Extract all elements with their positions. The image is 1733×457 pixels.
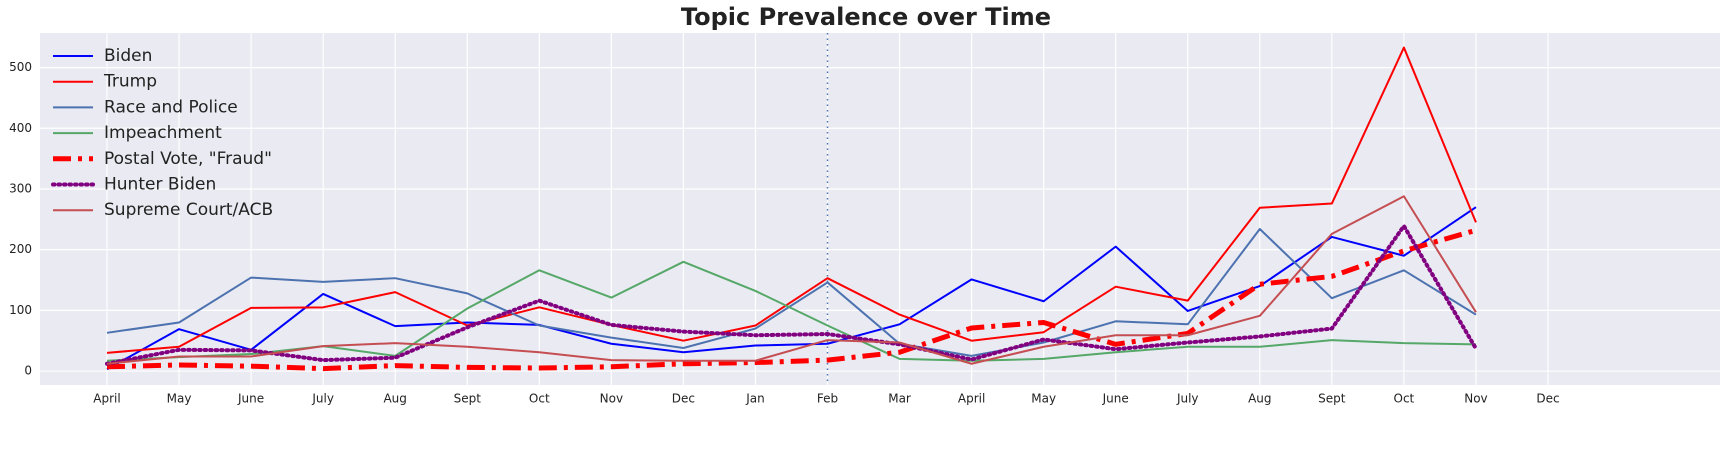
- series-line: [106, 260, 1476, 362]
- x-tick-label: Dec: [672, 392, 695, 406]
- legend-label: Postal Vote, "Fraud": [104, 149, 272, 169]
- y-tick-label: 0: [24, 364, 32, 378]
- x-tick-label: July: [311, 392, 334, 406]
- y-tick-label: 200: [9, 242, 32, 256]
- x-tick-label: Oct: [529, 392, 550, 406]
- legend-label: Trump: [103, 72, 157, 92]
- y-tick-label: 400: [9, 121, 32, 135]
- series-line: [106, 195, 1477, 365]
- chart-title: Topic Prevalence over Time: [681, 3, 1051, 31]
- y-tick-label: 100: [9, 303, 32, 317]
- x-tick-label: Nov: [600, 392, 623, 406]
- x-tick-label: June: [1102, 392, 1129, 406]
- series-line: [105, 223, 1478, 366]
- x-tick-label: Feb: [817, 392, 838, 406]
- x-tick-label: April: [958, 392, 985, 406]
- series-line: [106, 227, 1477, 372]
- legend-label: Supreme Court/ACB: [104, 200, 273, 220]
- x-tick-label: May: [1031, 392, 1056, 406]
- legend-label: Race and Police: [104, 97, 238, 117]
- x-tick-label: Aug: [383, 392, 406, 406]
- legend-label: Hunter Biden: [104, 175, 216, 195]
- x-tick-label: June: [237, 392, 264, 406]
- series-line: [106, 228, 1477, 357]
- series-line: [106, 46, 1477, 354]
- x-tick-label: Sept: [1318, 392, 1346, 406]
- x-tick-label: May: [167, 392, 192, 406]
- x-tick-label: Oct: [1394, 392, 1415, 406]
- x-tick-label: April: [93, 392, 120, 406]
- legend-label: Impeachment: [104, 123, 222, 143]
- legend-label: Biden: [104, 46, 152, 66]
- x-tick-label: Nov: [1464, 392, 1487, 406]
- y-tick-label: 500: [9, 60, 32, 74]
- x-tick-label: Sept: [454, 392, 482, 406]
- x-tick-label: Jan: [745, 392, 765, 406]
- x-tick-label: Dec: [1536, 392, 1559, 406]
- y-tick-label: 300: [9, 181, 32, 195]
- x-tick-label: July: [1176, 392, 1199, 406]
- x-tick-label: Mar: [888, 392, 911, 406]
- x-tick-label: Aug: [1248, 392, 1271, 406]
